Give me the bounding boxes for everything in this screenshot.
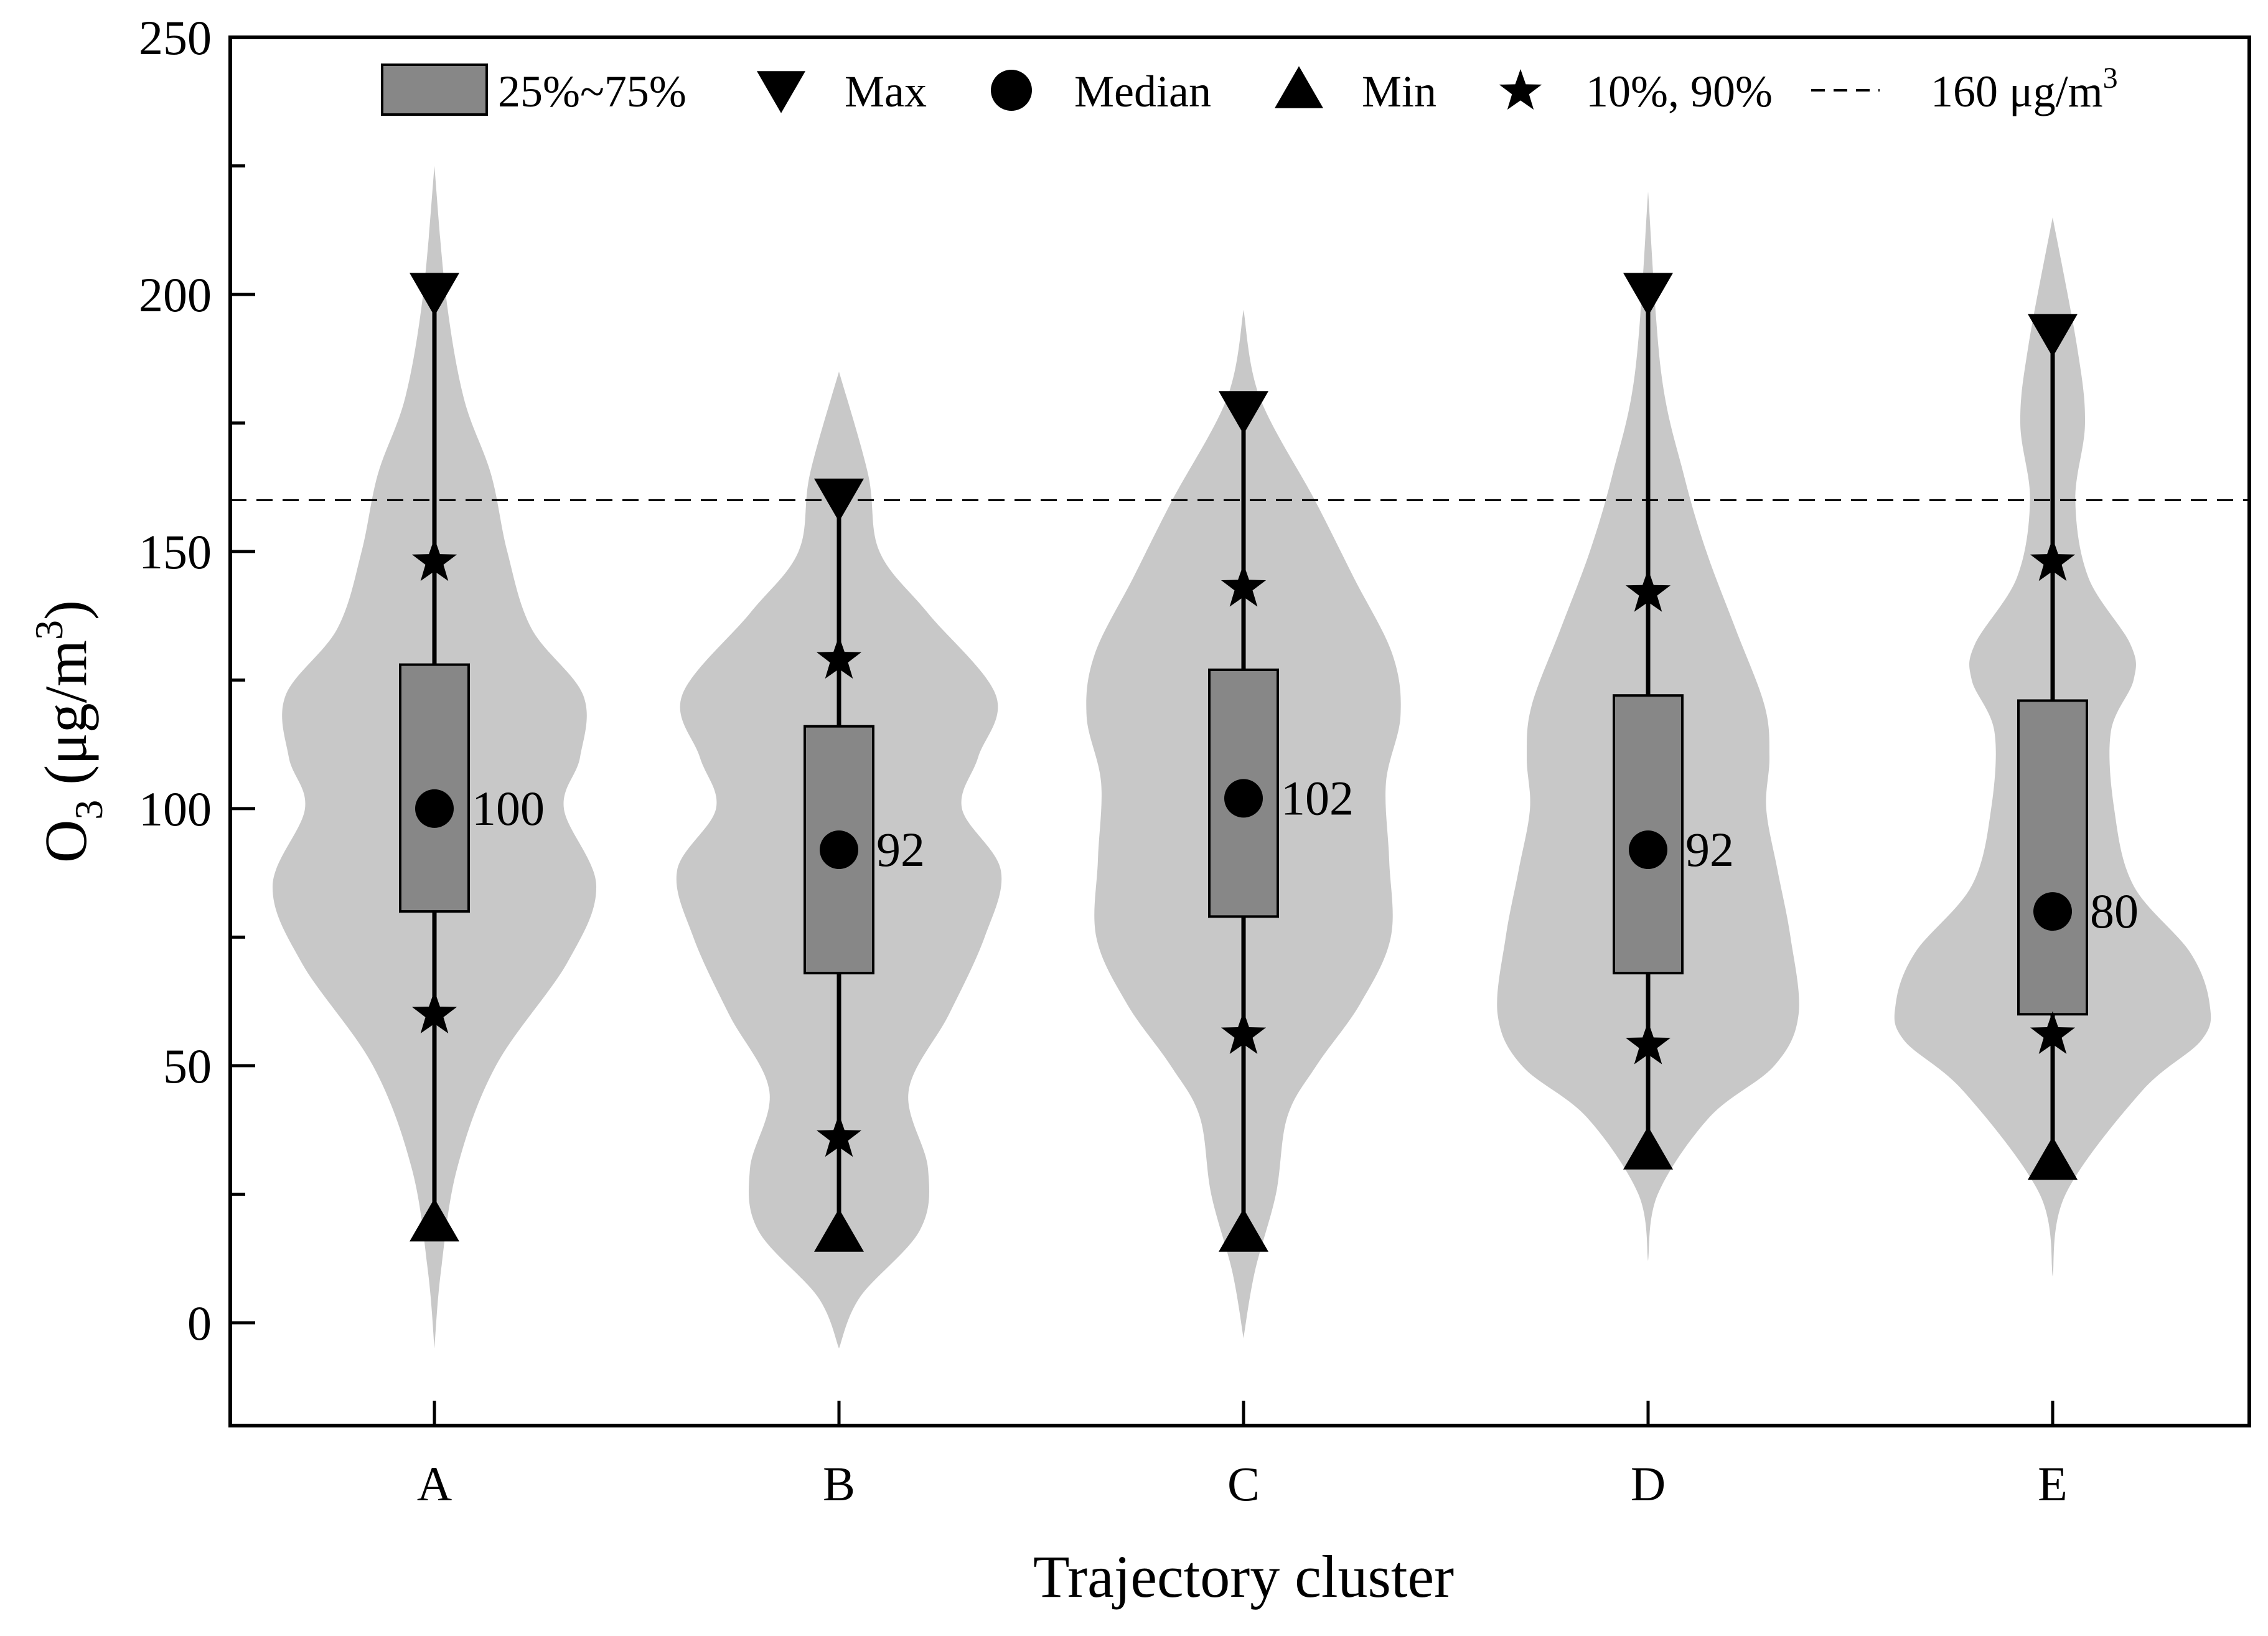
y-tick-label: 200: [139, 268, 212, 322]
p10-marker-D: [1625, 1021, 1671, 1065]
median-label-D: 92: [1685, 822, 1734, 877]
p90-marker-D: [1625, 569, 1671, 612]
min-marker-C: [1219, 1208, 1268, 1252]
x-tick-label: A: [417, 1457, 452, 1511]
legend-median-label: Median: [1074, 67, 1211, 116]
legend-percentile-marker: [1499, 69, 1542, 110]
median-marker-A: [415, 789, 454, 828]
y-title-close: ): [32, 600, 99, 620]
median-marker-E: [2033, 892, 2072, 931]
max-marker-E: [2028, 314, 2078, 357]
min-marker-D: [1623, 1126, 1673, 1170]
p90-marker-E: [2030, 538, 2076, 581]
x-tick-label: B: [823, 1457, 855, 1511]
y-tick-label: 150: [139, 525, 212, 579]
p10-marker-C: [1221, 1011, 1267, 1054]
y-title-unit: (μg/m: [32, 640, 99, 800]
legend-percentile-label: 10%, 90%: [1586, 67, 1773, 116]
iqr-box-E: [2017, 699, 2088, 1016]
x-tick-label: E: [2038, 1457, 2068, 1511]
y-title-main: O: [32, 820, 99, 863]
p10-marker-E: [2030, 1011, 2076, 1054]
legend-min-label: Min: [1362, 67, 1436, 116]
p10-marker-B: [816, 1114, 862, 1157]
median-marker-D: [1629, 830, 1667, 869]
x-tick-label: D: [1631, 1457, 1666, 1511]
plot-border: [228, 35, 2251, 1427]
legend-median-marker: [991, 70, 1032, 111]
y-tick-label: 0: [187, 1296, 212, 1350]
p90-marker-C: [1221, 563, 1267, 607]
legend-box-swatch: [381, 63, 488, 116]
min-marker-E: [2028, 1136, 2078, 1180]
y-tick-label: 100: [139, 782, 212, 836]
legend-threshold-label: 160 μg/m3: [1931, 62, 2118, 116]
max-marker-C: [1219, 391, 1268, 435]
legend-box-label: 25%~75%: [498, 67, 686, 116]
legend-threshold-sup: 3: [2103, 62, 2118, 95]
y-axis-title: O3 (μg/m3): [27, 600, 111, 863]
median-marker-C: [1224, 779, 1263, 818]
y-tick-label: 250: [139, 11, 212, 65]
max-marker-B: [814, 478, 864, 522]
box-layer: 100 92 102 92 80: [399, 273, 2139, 1252]
median-marker-B: [820, 830, 858, 869]
median-label-A: 100: [472, 781, 545, 835]
iqr-box-A: [399, 663, 470, 913]
max-marker-A: [410, 273, 459, 316]
min-marker-A: [410, 1198, 459, 1242]
x-axis-title: Trajectory cluster: [1033, 1543, 1454, 1610]
median-label-C: 102: [1281, 771, 1354, 825]
max-marker-D: [1623, 273, 1673, 316]
y-title-sup: 3: [27, 620, 71, 640]
y-title-sub: 3: [67, 800, 111, 820]
legend-min-marker: [1275, 66, 1323, 108]
legend: 25%~75% Max Median Min 10%, 90% 160 μg/m3: [381, 62, 2118, 116]
p90-marker-A: [411, 538, 457, 581]
legend-max-label: Max: [845, 67, 927, 116]
x-tick-label: C: [1227, 1457, 1260, 1511]
plot-frame: [228, 35, 2251, 1427]
min-marker-B: [814, 1208, 864, 1252]
legend-max-marker: [757, 71, 805, 113]
p90-marker-B: [816, 636, 862, 679]
p10-marker-A: [411, 990, 457, 1033]
legend-threshold-text: 160 μg/m: [1931, 67, 2103, 116]
median-label-B: 92: [876, 822, 925, 877]
y-tick-label: 50: [163, 1039, 212, 1093]
median-label-E: 80: [2090, 884, 2139, 938]
